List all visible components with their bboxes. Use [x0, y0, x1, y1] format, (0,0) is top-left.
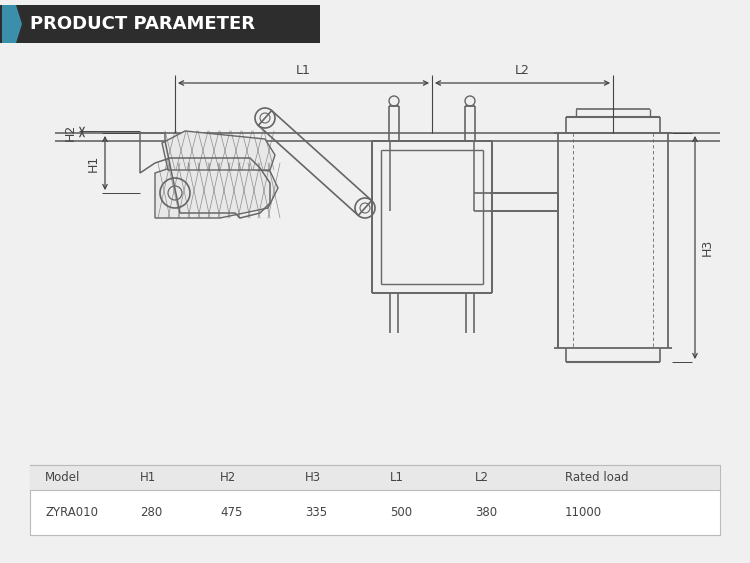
Bar — [30, 465, 720, 490]
Bar — [0, 5, 320, 43]
Bar — [30, 465, 720, 535]
Text: H2: H2 — [64, 123, 76, 141]
Polygon shape — [162, 131, 275, 170]
Text: PRODUCT PARAMETER: PRODUCT PARAMETER — [30, 15, 255, 33]
Text: L1: L1 — [390, 471, 404, 484]
Text: 335: 335 — [305, 506, 327, 519]
Text: 11000: 11000 — [565, 506, 602, 519]
Polygon shape — [320, 5, 335, 43]
Text: Rated load: Rated load — [565, 471, 628, 484]
Text: 475: 475 — [220, 506, 242, 519]
Text: H2: H2 — [220, 471, 236, 484]
Text: 280: 280 — [140, 506, 162, 519]
Text: Model: Model — [45, 471, 80, 484]
Polygon shape — [2, 5, 22, 43]
Text: H1: H1 — [140, 471, 156, 484]
Text: H3: H3 — [305, 471, 321, 484]
Polygon shape — [155, 163, 278, 218]
Text: ZYRA010: ZYRA010 — [45, 506, 98, 519]
Text: L1: L1 — [296, 65, 311, 78]
Text: L2: L2 — [515, 65, 530, 78]
Text: L2: L2 — [475, 471, 489, 484]
Text: H3: H3 — [700, 239, 713, 256]
Text: 500: 500 — [390, 506, 412, 519]
Text: H1: H1 — [86, 154, 100, 172]
Text: 380: 380 — [475, 506, 497, 519]
